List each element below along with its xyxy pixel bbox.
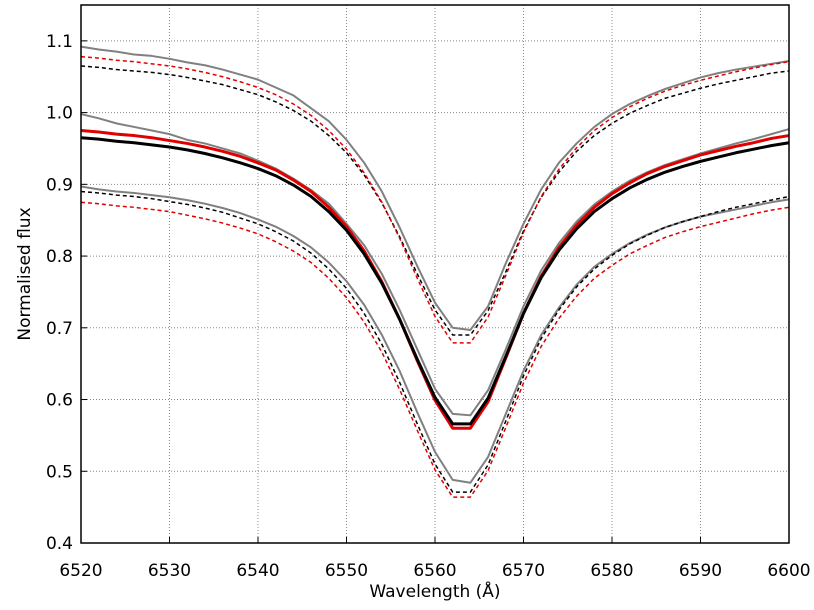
x-axis-label: Wavelength (Å) bbox=[369, 580, 500, 602]
x-tick-label: 6530 bbox=[148, 561, 191, 581]
x-tick-label: 6540 bbox=[236, 561, 279, 581]
y-tick-label: 0.6 bbox=[46, 391, 73, 411]
spectrum-line bbox=[80, 129, 790, 430]
x-tick-label: 6560 bbox=[413, 561, 456, 581]
x-tick-label: 6590 bbox=[679, 561, 722, 581]
y-tick-label: 1.0 bbox=[46, 104, 73, 124]
y-tick-label: 0.5 bbox=[46, 462, 73, 482]
x-tick-label: 6580 bbox=[590, 561, 633, 581]
plot-frame bbox=[80, 4, 790, 544]
x-tick-label: 6520 bbox=[59, 561, 102, 581]
y-tick-label: 0.7 bbox=[46, 319, 73, 339]
spectrum-line bbox=[80, 55, 790, 344]
spectrum-line bbox=[80, 136, 790, 426]
x-tick-label: 6570 bbox=[502, 561, 545, 581]
x-tick-label: 6600 bbox=[767, 561, 810, 581]
spectrum-line bbox=[80, 190, 790, 493]
spectrum-line bbox=[80, 201, 790, 498]
y-tick-label: 0.4 bbox=[46, 534, 73, 554]
y-tick-label: 0.8 bbox=[46, 247, 73, 267]
x-tick-label: 6550 bbox=[325, 561, 368, 581]
spectrum-line bbox=[80, 45, 790, 331]
y-tick-label: 0.9 bbox=[46, 175, 73, 195]
y-tick-label: 1.1 bbox=[46, 32, 73, 52]
y-axis-label: Normalised flux bbox=[15, 207, 35, 340]
